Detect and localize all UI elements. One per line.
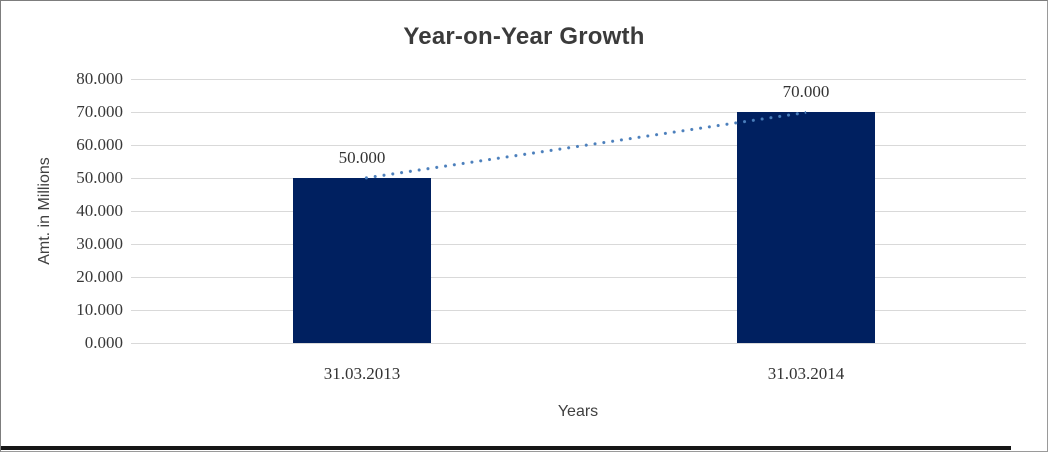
gridline — [131, 79, 1026, 80]
x-tick-label-2014: 31.03.2014 — [767, 364, 845, 383]
y-tick-label: 80.000 — [76, 69, 123, 88]
data-label-2014: 70.000 — [782, 82, 830, 101]
y-tick-label: 30.000 — [76, 234, 123, 253]
y-tick-label: 40.000 — [76, 201, 123, 220]
plot-area — [131, 79, 1026, 344]
bar-31-03-2013[interactable] — [293, 178, 431, 343]
x-axis-title: Years — [557, 403, 599, 420]
gridline — [131, 277, 1026, 278]
bar-31-03-2014[interactable] — [737, 112, 875, 343]
gridline — [131, 178, 1026, 179]
gridline — [131, 310, 1026, 311]
gridline — [131, 244, 1026, 245]
y-tick-label: 10.000 — [76, 300, 123, 319]
frame-bottom-edge — [1, 446, 1011, 450]
x-tick-label-2013: 31.03.2013 — [323, 364, 401, 383]
y-tick-label: 70.000 — [76, 102, 123, 121]
x-axis-baseline — [131, 343, 1026, 344]
gridline — [131, 211, 1026, 212]
y-tick-label: 20.000 — [76, 267, 123, 286]
data-label-2013: 50.000 — [338, 148, 386, 167]
y-tick-label: 50.000 — [76, 168, 123, 187]
chart-title: Year-on-Year Growth — [403, 23, 645, 50]
gridline — [131, 112, 1026, 113]
y-tick-label: 60.000 — [76, 135, 123, 154]
y-tick-label: 0.000 — [84, 333, 123, 352]
